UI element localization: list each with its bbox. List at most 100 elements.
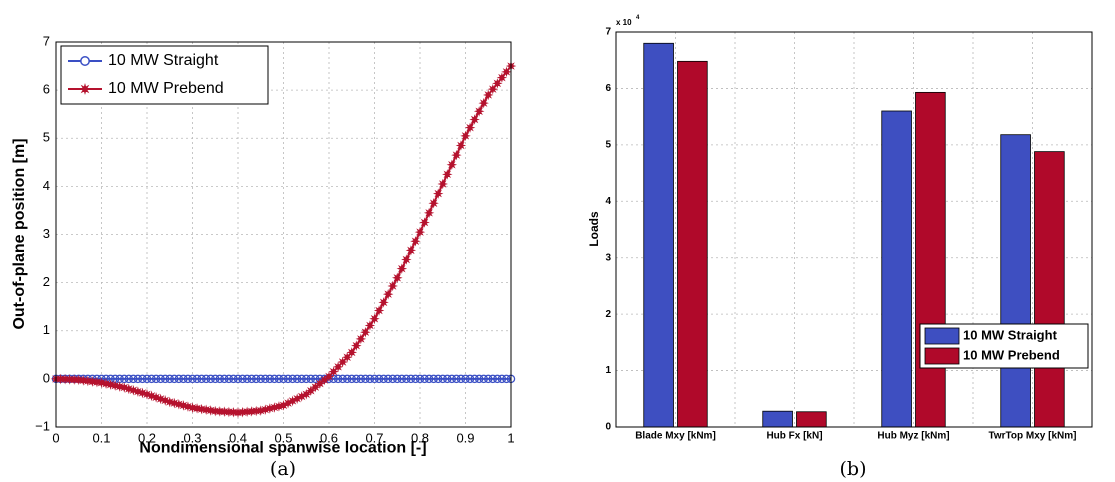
y-tick-label: 1	[43, 322, 50, 337]
category-label: Hub Fx [kN]	[766, 430, 822, 441]
series-point-prebend	[442, 169, 453, 180]
series-point-straight	[129, 374, 138, 384]
bar-prebend	[915, 91, 946, 428]
y-tick-labels: −1 0 1 2 3 4 5 6 7	[35, 33, 50, 433]
series-point-prebend	[373, 305, 385, 316]
y-tick-label: 7	[605, 27, 611, 38]
y-exponent: 4	[636, 15, 640, 21]
series-point-prebend	[437, 178, 449, 190]
x-tick-label: 0.7	[365, 431, 383, 446]
series-point-straight	[133, 374, 143, 384]
legend-marker-straight	[80, 56, 90, 66]
y-tick-label: 5	[43, 130, 50, 145]
x-tick-labels: Blade Mxy [kNm] Hub Fx [kN] Hub Myz [kNm] T…	[635, 430, 1076, 441]
series-point-straight	[156, 374, 165, 384]
series-point-prebend	[360, 326, 371, 338]
series-point-straight	[438, 374, 447, 384]
series-point-straight	[415, 374, 425, 384]
series-point-straight	[306, 374, 316, 384]
series-point-straight	[474, 374, 484, 384]
series-point-straight	[174, 374, 184, 384]
series-point-straight	[283, 374, 293, 384]
series-point-straight	[270, 374, 279, 384]
y-axis-label: Loads	[587, 211, 601, 247]
bar-straight	[762, 410, 793, 428]
x-tick-labels: 0 0.1 0.2 0.3 0.4 0.5 0.6 0.7 0.8 0.9 1	[52, 431, 514, 446]
x-tick-label: 0.5	[274, 431, 292, 446]
series-point-straight	[338, 374, 347, 384]
series-point-prebend	[482, 89, 494, 101]
series-point-prebend	[401, 254, 412, 265]
series-point-prebend	[382, 288, 394, 300]
plot-frame	[615, 31, 1093, 428]
series-point-straight	[192, 374, 202, 384]
x-axis-label: Nondimensional spanwise location [-]	[139, 439, 426, 456]
series-point-straight	[347, 374, 356, 384]
series-point-straight	[238, 374, 247, 384]
caption-a: (a)	[270, 458, 296, 480]
legend-label-prebend: 10 MW Prebend	[963, 347, 1060, 362]
y-tick-label: −1	[35, 418, 50, 433]
series-point-straight	[365, 374, 375, 384]
series-point-prebend	[387, 280, 398, 292]
series-point-prebend	[396, 263, 408, 274]
caption-b: (b)	[840, 458, 867, 480]
series-point-prebend	[496, 72, 508, 83]
y-tick-labels: 0 1 2 3 4 5 6 7	[605, 27, 611, 433]
series-point-straight	[301, 374, 311, 384]
series-point-straight	[142, 374, 152, 384]
series-point-prebend	[346, 347, 358, 358]
x-tick-label: 0	[52, 431, 59, 446]
series-point-prebend	[410, 235, 421, 247]
category-label: Blade Mxy [kNm]	[635, 430, 716, 441]
legend-marker-prebend	[78, 82, 92, 96]
x-tick-label: 0.6	[320, 431, 338, 446]
series-point-straight	[220, 374, 229, 384]
series-point-straight	[488, 374, 498, 384]
series-point-prebend	[469, 114, 480, 125]
y-axis-label: Out-of-plane position [m]	[11, 138, 28, 329]
y-tick-label: 5	[605, 139, 611, 150]
series-point-straight	[379, 374, 388, 384]
series-point-straight	[333, 374, 343, 384]
series-point-prebend	[355, 333, 367, 345]
series-point-straight	[406, 374, 416, 384]
series-point-straight	[124, 374, 134, 384]
series-point-straight	[197, 374, 206, 384]
series-point-prebend	[391, 272, 403, 284]
series-point-straight	[233, 374, 243, 384]
series-point-prebend	[460, 130, 471, 142]
series-point-straight	[388, 374, 397, 384]
category-label: Hub Myz [kNm]	[877, 430, 949, 441]
series-point-straight	[383, 374, 393, 384]
bar-prebend	[677, 60, 708, 428]
series-point-straight	[424, 374, 434, 384]
series-point-straight	[160, 374, 170, 384]
legend-box	[60, 45, 269, 105]
y-tick-label: 0	[605, 422, 611, 433]
series-point-straight	[297, 374, 306, 384]
series-point-prebend	[478, 97, 489, 109]
legend-label-straight: 10 MW Straight	[108, 52, 219, 69]
series-point-straight	[288, 374, 297, 384]
series-point-straight	[188, 374, 197, 384]
series-point-straight	[265, 374, 275, 384]
series-point-prebend	[492, 78, 503, 89]
series-point-straight	[465, 374, 475, 384]
series-point-straight	[397, 374, 407, 384]
series-point-straight	[165, 374, 174, 384]
x-tick-label: 1	[507, 431, 514, 446]
line-chart-panel: 0 0.1 0.2 0.3 0.4 0.5 0.6 0.7 0.8 0.9 1 −101234567…	[11, 33, 517, 480]
x-tick-label: 0.1	[92, 431, 110, 446]
bar-prebend	[796, 411, 827, 428]
bar-chart-panel: Blade Mxy [kNm] Hub Fx [kN] Hub Myz [kNm] T…	[587, 15, 1093, 480]
series-point-straight	[352, 374, 361, 384]
series-point-straight	[479, 374, 488, 384]
series-point-straight	[483, 374, 493, 384]
series-point-straight	[447, 374, 457, 384]
series-point-prebend	[487, 83, 499, 95]
series-point-prebend	[414, 226, 426, 238]
y-multiplier: x 10	[616, 18, 632, 27]
series-point-straight	[183, 374, 193, 384]
